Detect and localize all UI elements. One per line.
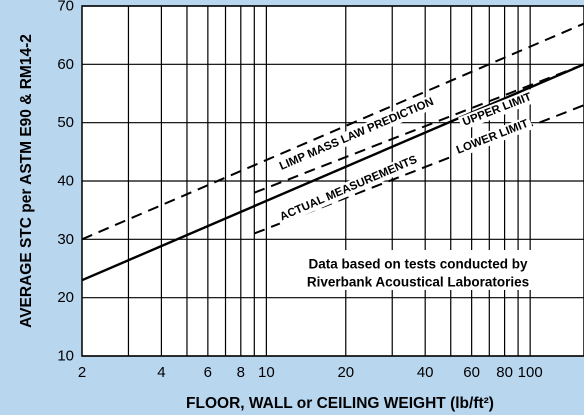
- x-tick-label: 6: [204, 364, 212, 381]
- data-note: Data based on tests conducted by Riverban…: [282, 250, 554, 290]
- x-tick-label: 80: [496, 364, 513, 381]
- x-tick-label: 2: [78, 364, 86, 381]
- plot-frame: [81, 5, 584, 357]
- note-background: [282, 250, 554, 290]
- x-tick-label: 8: [237, 364, 245, 381]
- series-actual-measurements: [81, 63, 584, 282]
- x-tick-label: 40: [417, 364, 434, 381]
- y-tick-label: 60: [57, 56, 74, 73]
- x-tick-label: 60: [463, 364, 480, 381]
- y-tick-label: 10: [57, 348, 74, 365]
- annotation-background: [275, 151, 423, 226]
- y-axis-title: AVERAGE STC per ASTM E90 & RM14-2: [18, 34, 35, 328]
- y-tick-label: 40: [57, 173, 74, 190]
- series-upper-limit: [253, 63, 584, 194]
- note-line: Data based on tests conducted by: [308, 257, 528, 272]
- series-limp-mass-law-prediction: [81, 22, 584, 241]
- grid: [82, 5, 584, 357]
- note-line: Riverbank Acoustical Laboratories: [307, 275, 529, 290]
- annotation-background: [457, 89, 537, 131]
- y-tick-label: 50: [57, 114, 74, 131]
- x-tick-label: 4: [157, 364, 165, 381]
- y-tick-label: 20: [57, 289, 74, 306]
- tick-labels: 10 20 30 40 50 60 70 2 4 6 8 10 20 40 60 80 100: [57, 0, 542, 381]
- annotation-background: [451, 115, 534, 159]
- annotation-background: [274, 93, 439, 175]
- y-tick-label: 70: [57, 0, 74, 15]
- x-tick-label: 20: [337, 364, 354, 381]
- x-tick-label: 100: [518, 364, 543, 381]
- x-tick-label: 10: [258, 364, 275, 381]
- y-tick-label: 30: [57, 231, 74, 248]
- x-axis-title: FLOOR, WALL or CEILING WEIGHT (lb/ft²): [186, 395, 494, 412]
